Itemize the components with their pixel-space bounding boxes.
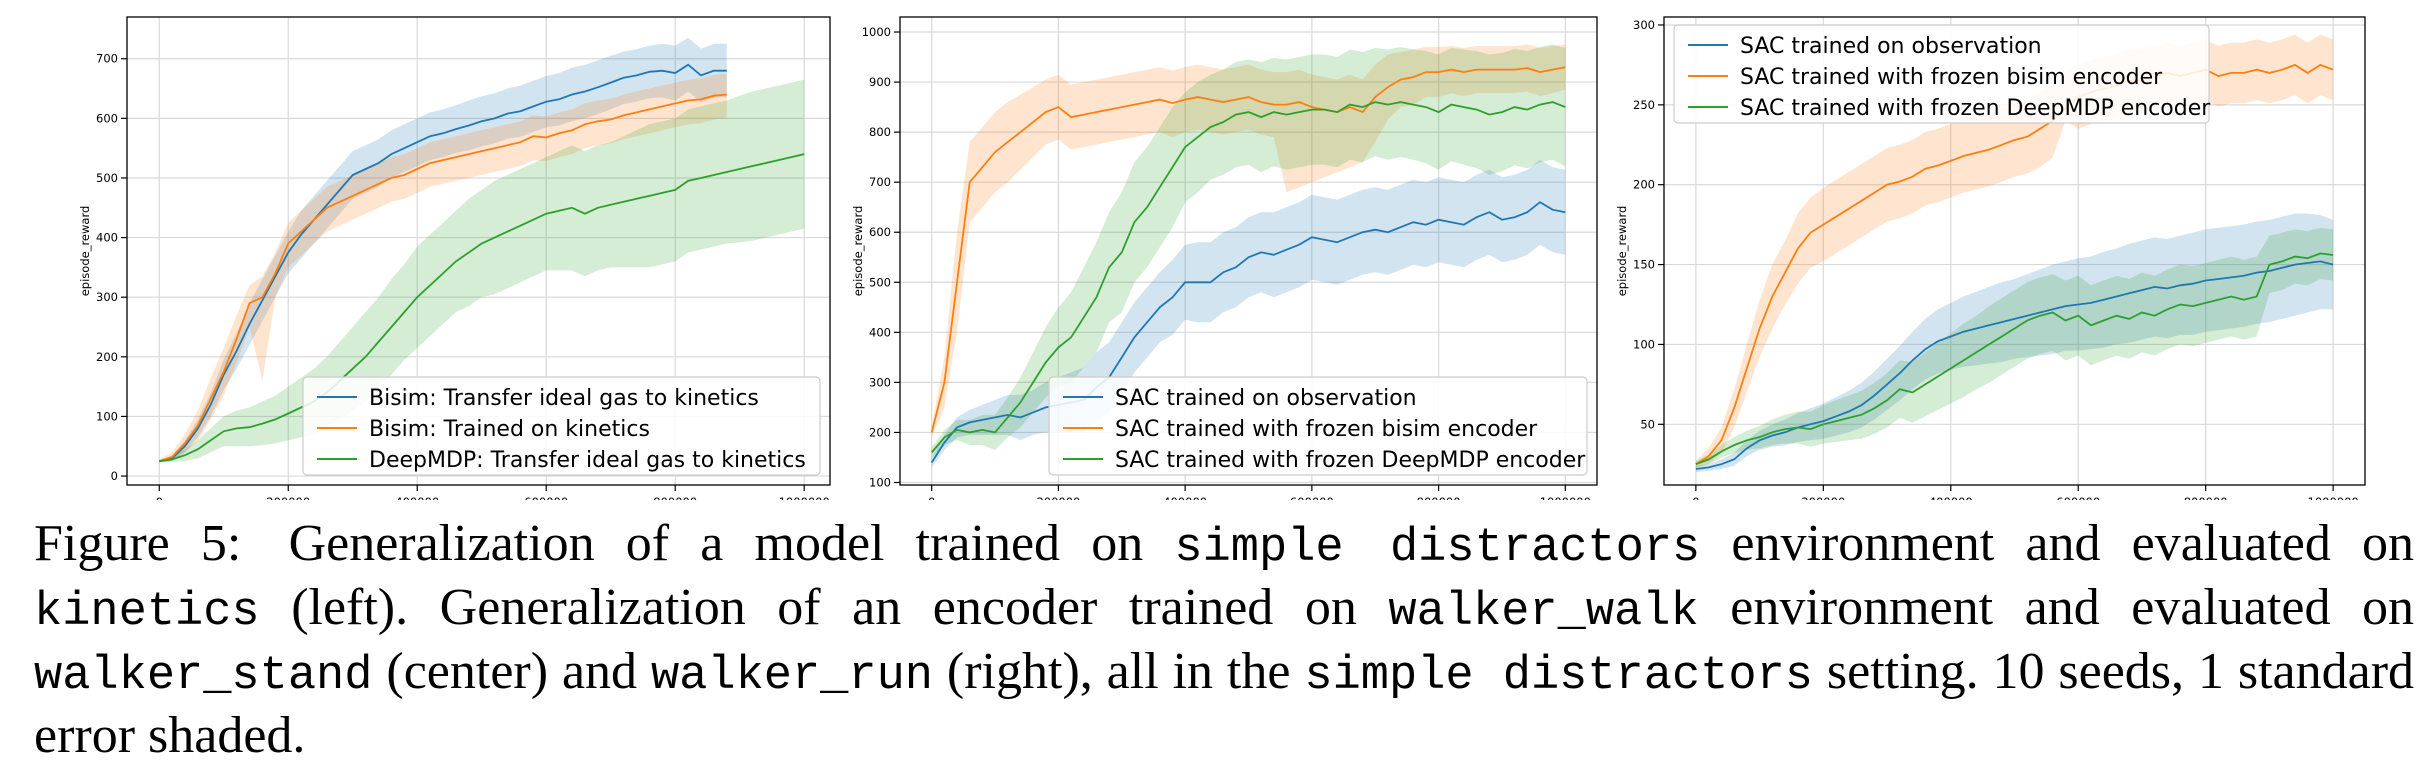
- legend-label: SAC trained on observation: [1115, 386, 1417, 411]
- series-line-orange: [1695, 63, 2334, 465]
- y-axis-label: episode_reward: [851, 206, 865, 297]
- caption-env-2: kinetics: [34, 586, 260, 639]
- y-axis-label: episode_reward: [1615, 206, 1629, 297]
- x-tick-label: 600000: [1290, 495, 1334, 500]
- caption-text-3: (left). Generalization of an encoder tra…: [291, 579, 1357, 636]
- legend-label: Bisim: Trained on kinetics: [369, 417, 650, 442]
- x-tick-label: 1000000: [1540, 495, 1591, 500]
- legend-label: Bisim: Transfer ideal gas to kinetics: [369, 386, 759, 411]
- x-tick-label: 1000000: [779, 495, 830, 500]
- x-tick-label: 1000000: [2308, 495, 2359, 500]
- series-line-blue: [1695, 260, 2334, 470]
- y-tick-label: 200: [869, 425, 891, 439]
- x-tick-label: 0: [928, 495, 935, 500]
- caption-text-5: (center) and: [386, 643, 638, 700]
- y-tick-label: 800: [869, 125, 891, 139]
- series-line-orange: [158, 93, 727, 463]
- legend-box: [302, 376, 821, 476]
- plot-frame: [899, 16, 1598, 486]
- y-tick-label: 250: [1633, 98, 1655, 112]
- legend-label: SAC trained with frozen DeepMDP encoder: [1740, 96, 2211, 121]
- series-line-green: [1695, 252, 2334, 466]
- caption-env-4: walker_stand: [34, 650, 373, 703]
- error-band-orange: [159, 73, 727, 463]
- caption-text-4: environment and evaluated on: [1730, 579, 2415, 636]
- series-line-orange: [930, 66, 1566, 433]
- y-tick-label: 300: [869, 375, 891, 389]
- y-tick-label: 300: [1633, 18, 1655, 32]
- plot-frame: [126, 16, 831, 486]
- chart-panel-1: 0 200000 400000 600000 800000 1000000 0 100 200 3…: [78, 16, 831, 500]
- error-band-blue: [159, 37, 727, 463]
- y-tick-label: 150: [1633, 258, 1655, 272]
- x-tick-label: 200000: [1801, 495, 1845, 500]
- caption-text-7: setting. 10 seeds, 1 standard error shad…: [34, 643, 2415, 764]
- legend-label: DeepMDP: Transfer ideal gas to kinetics: [369, 448, 806, 473]
- y-tick-label: 400: [869, 325, 891, 339]
- y-tick-label: 300: [96, 290, 118, 304]
- legend: Bisim: Transfer ideal gas to kinetics Bis…: [302, 376, 821, 476]
- y-tick-label: 100: [1633, 337, 1655, 351]
- x-tick-label: 800000: [2184, 495, 2228, 500]
- y-tick-label: 100: [96, 409, 118, 423]
- legend-label: SAC trained on observation: [1740, 34, 2042, 59]
- legend-box: [1673, 24, 2210, 124]
- series-line-blue: [158, 63, 727, 463]
- x-tick-label: 400000: [1163, 495, 1207, 500]
- y-tick-label: 600: [96, 111, 118, 125]
- x-tick-label: 800000: [1417, 495, 1461, 500]
- chart-panel-2: 0 200000 400000 600000 800000 1000000 100 200 30…: [851, 16, 1598, 500]
- legend-box: [1048, 376, 1588, 476]
- caption-text-2: environment and evaluated on: [1731, 515, 2415, 572]
- y-tick-label: 1000: [862, 25, 891, 39]
- y-tick-label: 700: [96, 52, 118, 66]
- series-line-green: [159, 153, 805, 463]
- figure-caption: Figure 5: Generalization of a model trai…: [34, 514, 2414, 765]
- legend-label: SAC trained with frozen DeepMDP encoder: [1115, 448, 1586, 473]
- legend-label: SAC trained with frozen bisim encoder: [1115, 417, 1538, 442]
- y-tick-label: 200: [96, 350, 118, 364]
- y-tick-label: 400: [96, 231, 118, 245]
- legend-label: SAC trained with frozen bisim encoder: [1740, 65, 2163, 90]
- y-tick-label: 500: [96, 171, 118, 185]
- y-tick-label: 0: [111, 469, 118, 483]
- x-tick-label: 0: [1692, 495, 1699, 500]
- y-tick-label: 100: [869, 475, 891, 489]
- caption-env-6: simple distractors: [1304, 650, 1813, 703]
- x-tick-label: 800000: [653, 495, 697, 500]
- y-tick-label: 500: [869, 275, 891, 289]
- caption-env-3: walker_walk: [1388, 586, 1699, 639]
- y-tick-label: 50: [1640, 417, 1655, 431]
- x-tick-label: 200000: [1036, 495, 1080, 500]
- chart-panel-3: 0 200000 400000 600000 800000 1000000 50 100 150…: [1615, 16, 2366, 500]
- figure-panels: 0 200000 400000 600000 800000 1000000 0 100 200 3…: [78, 16, 2366, 500]
- caption-text-6: (right), all in the: [946, 643, 1291, 700]
- series-line-blue: [930, 201, 1566, 463]
- x-tick-label: 200000: [266, 495, 310, 500]
- x-tick-label: 400000: [395, 495, 439, 500]
- x-tick-label: 400000: [1929, 495, 1973, 500]
- legend: SAC trained on observation SAC trained wi…: [1673, 24, 2211, 124]
- y-tick-label: 600: [869, 225, 891, 239]
- series-line-green: [931, 101, 1566, 454]
- error-band-orange: [931, 44, 1566, 438]
- y-tick-label: 900: [869, 75, 891, 89]
- error-band-green: [159, 79, 805, 463]
- caption-text-1: Generalization of a model trained on: [288, 515, 1144, 572]
- x-tick-label: 600000: [524, 495, 568, 500]
- caption-env-5: walker_run: [650, 650, 933, 703]
- y-axis-label: episode_reward: [78, 206, 92, 297]
- caption-label: Figure 5:: [34, 515, 242, 572]
- x-tick-label: 600000: [2056, 495, 2100, 500]
- y-tick-label: 200: [1633, 178, 1655, 192]
- legend: SAC trained on observation SAC trained wi…: [1048, 376, 1588, 476]
- x-tick-label: 0: [156, 495, 163, 500]
- caption-env-1: simple distractors: [1174, 522, 1701, 575]
- plot-frame: [1663, 16, 2366, 486]
- error-band-green: [931, 44, 1566, 458]
- y-tick-label: 700: [869, 175, 891, 189]
